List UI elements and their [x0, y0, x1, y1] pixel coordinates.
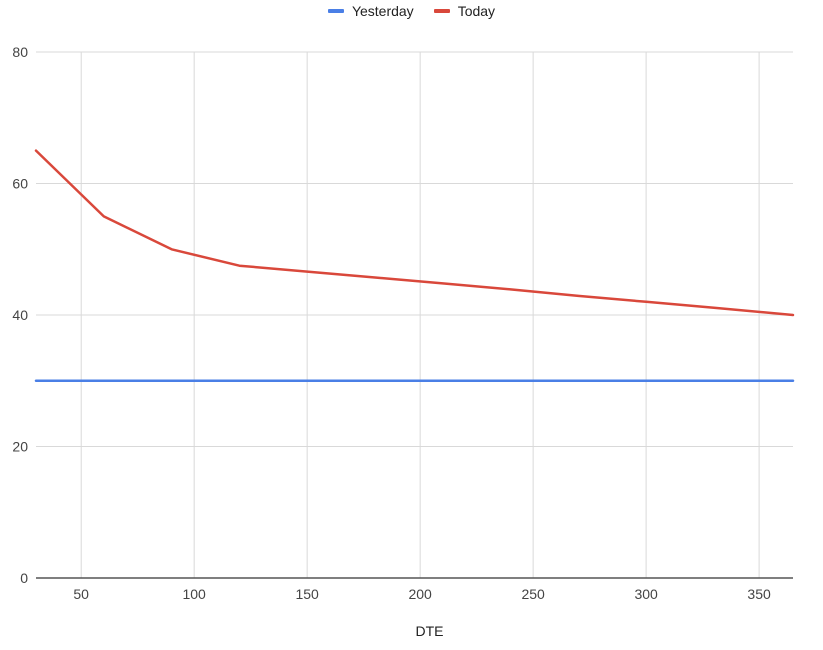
gridlines [36, 51, 793, 578]
legend-swatch-yesterday [327, 9, 344, 13]
legend-label-today: Today [457, 3, 496, 19]
legend: Yesterday Today [0, 3, 823, 19]
x-tick-label-300: 300 [634, 586, 658, 602]
y-tick-label-60: 60 [12, 176, 28, 192]
y-tick-label-40: 40 [12, 307, 28, 323]
legend-item-yesterday[interactable]: Yesterday [327, 3, 414, 19]
series-lines [34, 149, 795, 383]
y-tick-label-80: 80 [12, 44, 28, 60]
x-tick-label-100: 100 [182, 586, 206, 602]
y-tick-label-20: 20 [12, 439, 28, 455]
x-tick-label-350: 350 [747, 586, 771, 602]
legend-label-yesterday: Yesterday [351, 3, 414, 19]
x-tick-label-50: 50 [73, 586, 89, 602]
x-tick-label-250: 250 [521, 586, 545, 602]
series-line-today [34, 149, 795, 317]
x-tick-label-150: 150 [295, 586, 319, 602]
x-axis-title: DTE [416, 623, 444, 639]
legend-item-today[interactable]: Today [433, 3, 496, 19]
legend-swatch-today [433, 9, 450, 13]
y-tick-label-0: 0 [20, 570, 28, 586]
tick-labels: 0 20 40 60 80 50 100 150 200 250 300 350 [12, 44, 771, 602]
x-tick-label-200: 200 [408, 586, 432, 602]
